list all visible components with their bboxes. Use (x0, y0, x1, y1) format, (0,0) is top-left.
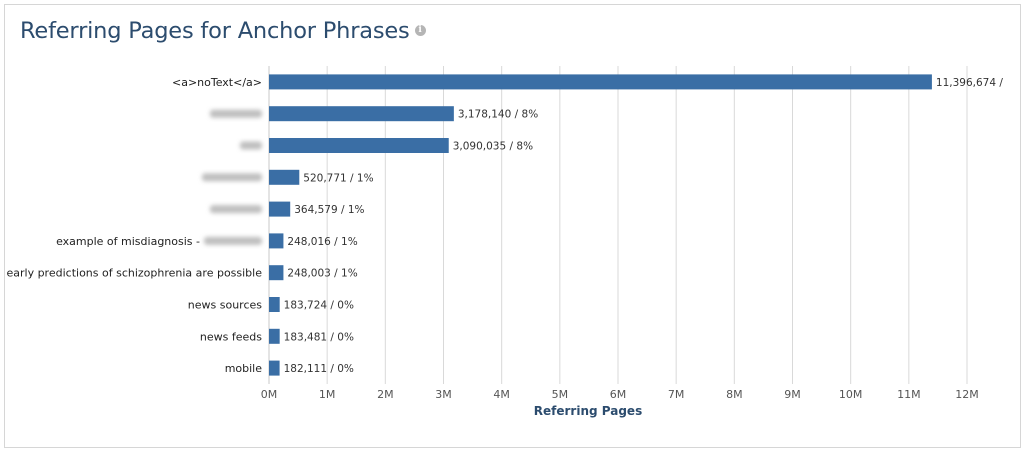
x-axis-title: Referring Pages (534, 404, 642, 418)
redacted-label (210, 109, 262, 118)
data-label: 183,724 / 0% (284, 300, 354, 312)
category-label: news sources (188, 299, 262, 312)
data-label: 3,090,035 / 8% (453, 141, 533, 153)
bar[interactable] (269, 297, 280, 312)
x-tick-label: 7M (668, 388, 685, 401)
bar[interactable] (269, 328, 280, 344)
x-tick-label: 5M (552, 388, 569, 401)
x-tick-label: 3M (435, 388, 452, 401)
redacted-label (210, 205, 262, 214)
bar[interactable] (269, 106, 454, 122)
redacted-label (202, 173, 262, 182)
redacted-label (204, 236, 262, 245)
x-axis-ticks: 0M 1M 2M 3M 4M 5M 6M 7M 8M 9M 10M 11M 12M (261, 388, 979, 401)
x-tick-label: 11M (897, 388, 921, 401)
x-tick-label: 12M (955, 388, 979, 401)
chart-title-text: Referring Pages for Anchor Phrases (20, 18, 410, 44)
x-tick-label: 2M (377, 388, 394, 401)
bar[interactable] (269, 265, 284, 281)
x-tick-label: 8M (726, 388, 743, 401)
x-tick-label: 6M (610, 388, 627, 401)
x-tick-label: 0M (261, 388, 278, 401)
bar[interactable] (269, 233, 284, 249)
data-label: 364,579 / 1% (294, 204, 364, 216)
bar[interactable] (269, 138, 449, 153)
bar[interactable] (269, 169, 300, 185)
category-label: news feeds (200, 330, 262, 343)
data-label: 3,178,140 / 8% (458, 109, 538, 121)
data-label: 11,396,674 / (936, 77, 1003, 89)
x-tick-label: 9M (784, 388, 801, 401)
bar[interactable] (269, 74, 932, 90)
category-label: example of misdiagnosis - (56, 235, 200, 248)
redacted-label (240, 141, 262, 150)
chart-title: Referring Pages for Anchor Phrases i (20, 18, 426, 44)
bar[interactable] (269, 360, 280, 376)
bar[interactable] (269, 201, 291, 217)
data-label: 182,111 / 0% (284, 363, 354, 375)
data-label: 248,003 / 1% (287, 268, 357, 280)
category-label: <a>noText</a> (172, 76, 262, 89)
data-label: 248,016 / 1% (287, 236, 357, 248)
x-tick-label: 1M (319, 388, 336, 401)
data-labels: 11,396,674 / 3,178,140 / 8% 3,090,035 / 8%… (284, 77, 1004, 375)
info-icon[interactable]: i (414, 25, 426, 36)
data-label: 183,481 / 0% (284, 331, 354, 343)
x-tick-label: 4M (493, 388, 510, 401)
category-labels: <a>noText</a> example of misdiagnosis - ea… (6, 76, 262, 375)
x-tick-label: 10M (839, 388, 863, 401)
category-label: early predictions of schizophrenia are p… (6, 267, 262, 280)
category-label: mobile (225, 362, 263, 375)
chart-bars (269, 74, 932, 376)
data-label: 520,771 / 1% (303, 172, 373, 184)
